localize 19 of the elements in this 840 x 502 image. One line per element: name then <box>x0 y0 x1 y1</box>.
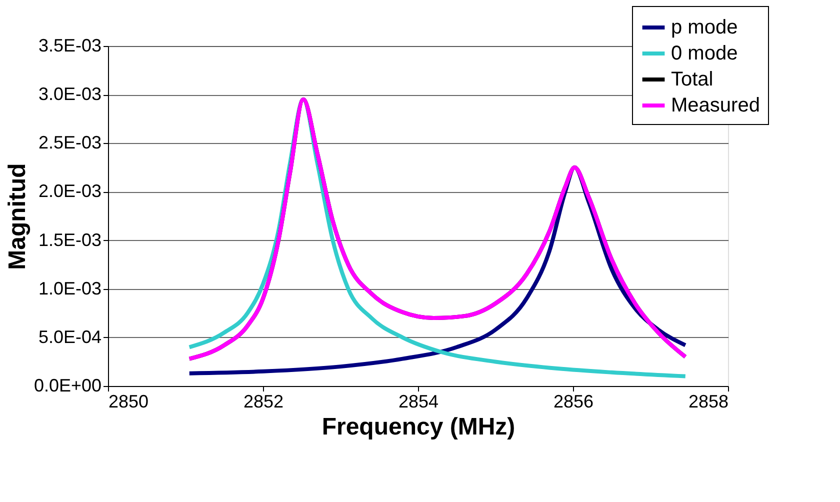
legend-label: 0 mode <box>671 42 738 64</box>
legend-label: Total <box>671 68 714 90</box>
y-tick-label: 2.0E-03 <box>38 181 102 202</box>
legend-label: Measured <box>671 94 760 116</box>
y-tick-label: 3.5E-03 <box>38 36 102 56</box>
x-tick-label: 2854 <box>398 392 439 412</box>
x-tick-label: 2852 <box>243 392 284 412</box>
x-axis-title: Frequency (MHz) <box>322 414 516 440</box>
x-tick-label: 2850 <box>108 392 149 412</box>
y-tick-label: 1.5E-03 <box>38 230 102 250</box>
y-tick-label: 2.5E-03 <box>38 132 102 153</box>
x-tick-label: 2856 <box>553 392 594 412</box>
y-tick-label: 0.0E+00 <box>34 376 102 396</box>
legend-label: p mode <box>671 16 738 38</box>
y-tick-label: 5.0E-04 <box>38 326 102 347</box>
y-axis-title: Magnitud <box>4 163 31 270</box>
y-tick-label: 3.0E-03 <box>38 84 102 104</box>
x-tick-label: 2858 <box>688 392 728 412</box>
y-tick-label: 1.0E-03 <box>38 278 102 298</box>
